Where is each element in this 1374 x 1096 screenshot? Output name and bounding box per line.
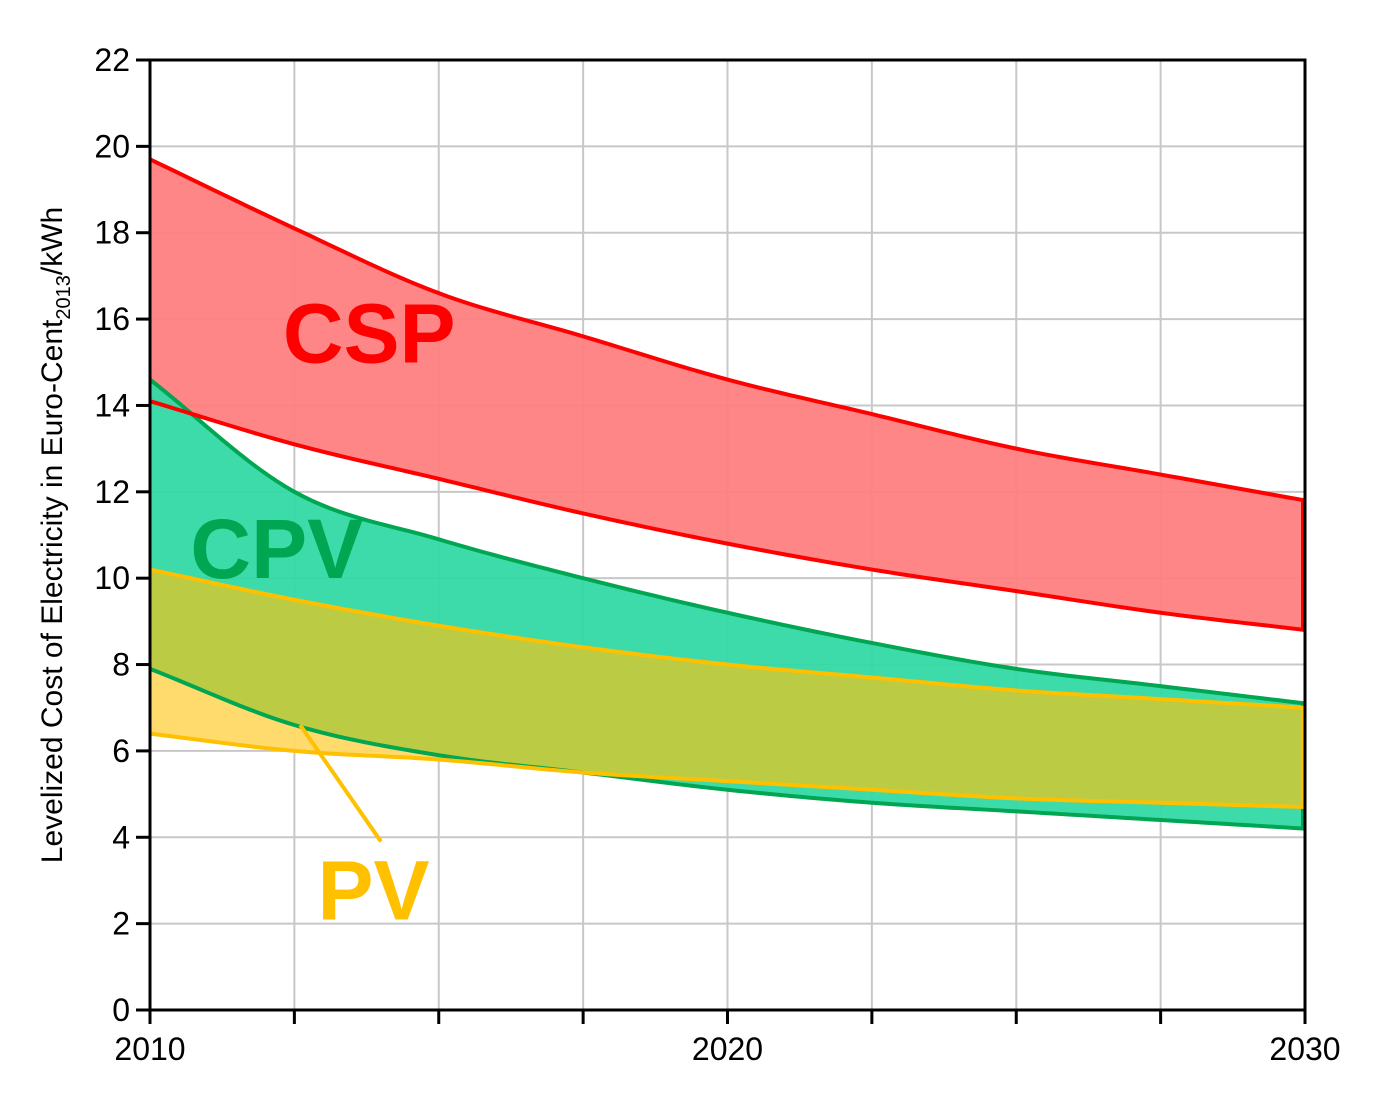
pv-lower-line	[150, 731, 1305, 810]
csp-lower-line	[150, 399, 1305, 632]
y-tick-label: 6	[112, 733, 130, 769]
pv-cpv-overlap	[150, 569, 1305, 808]
y-tick-label: 10	[94, 560, 130, 596]
cpv-lower-line	[150, 666, 1305, 831]
band-labels: CSP CPV PV	[190, 286, 455, 937]
csp-label: CSP	[283, 286, 456, 380]
y-tick-label: 2	[112, 906, 130, 942]
pv-cpv-overlap-area	[150, 569, 1305, 808]
y-tick-label: 4	[112, 819, 130, 855]
csp-band	[150, 159, 1305, 630]
pv-label: PV	[317, 843, 429, 937]
csp-upper-line	[150, 157, 1305, 503]
y-axis-title-unit: /kWh	[36, 207, 69, 275]
y-tick-label: 18	[94, 215, 130, 251]
pv-pointer-line	[298, 723, 383, 843]
cpv-label: CPV	[190, 502, 363, 596]
tick-labels: 0 2 4 6 8 10 12 14 16 18 20 22 2010 2020 2030	[94, 42, 1340, 1067]
y-tick-label: 20	[94, 128, 130, 164]
ticks	[136, 58, 1307, 1024]
y-tick-label: 0	[112, 992, 130, 1028]
band-lines	[150, 157, 1305, 831]
x-tick-label: 2020	[692, 1031, 763, 1067]
y-tick-label: 14	[94, 387, 130, 423]
y-axis-title-subscript: 2013	[53, 275, 75, 320]
y-tick-label: 22	[94, 42, 130, 78]
y-tick-label: 16	[94, 301, 130, 337]
y-axis-title-main: Levelized Cost of Electricity in Euro-Ce…	[36, 319, 69, 863]
y-axis-title: Levelized Cost of Electricity in Euro-Ce…	[36, 207, 75, 863]
y-tick-label: 8	[112, 647, 130, 683]
x-tick-label: 2010	[114, 1031, 185, 1067]
y-tick-label: 12	[94, 474, 130, 510]
pv-upper-line	[150, 567, 1305, 710]
cpv-upper-line	[150, 377, 1305, 706]
x-tick-label: 2030	[1269, 1031, 1340, 1067]
